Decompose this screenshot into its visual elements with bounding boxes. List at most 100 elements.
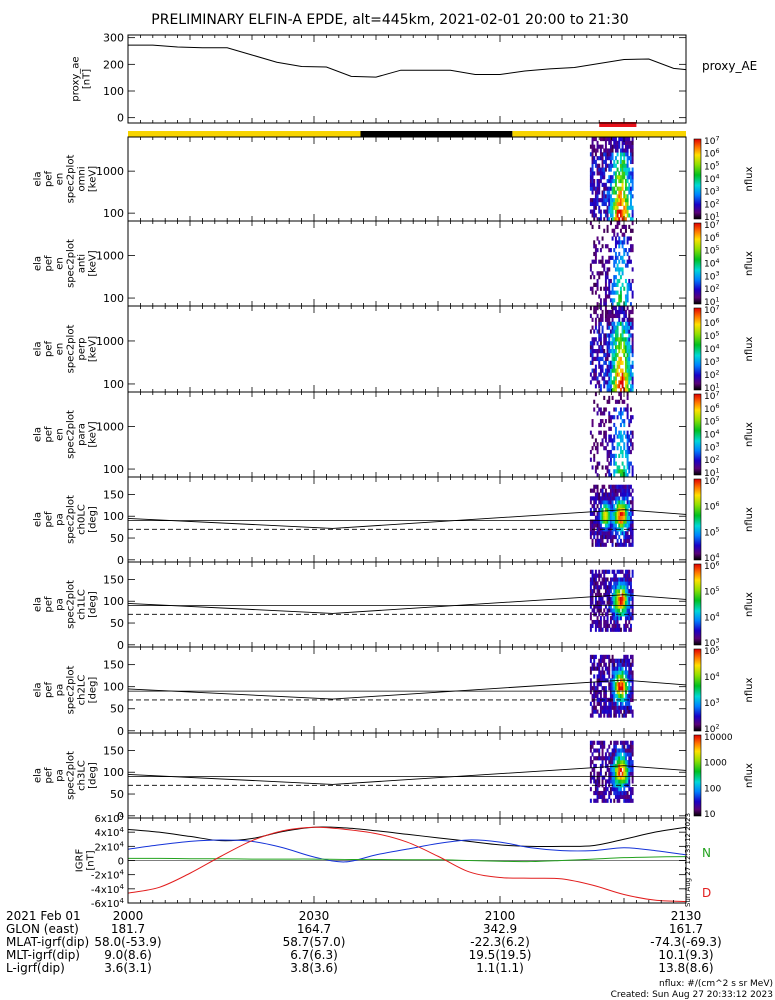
spectrogram-cell: [626, 368, 629, 373]
en_anti-ylabel: elapefenspec2plotanti[keV]: [33, 239, 99, 288]
spectrogram-cell: [599, 763, 602, 769]
spectrogram-cell: [631, 596, 634, 601]
spectrogram-cell: [589, 507, 592, 513]
spectrogram-cell: [616, 221, 619, 226]
spectrogram-cell: [608, 364, 611, 369]
spectrogram-cell: [621, 484, 624, 489]
spectrogram-cell: [601, 411, 604, 416]
spectrogram-cell: [608, 674, 611, 679]
spectrogram-cell: [593, 767, 596, 772]
orbit-bar-segment: [360, 131, 513, 137]
spectrogram-cell: [596, 740, 599, 745]
spectrogram-cell: [611, 364, 614, 369]
spectrogram-cell: [628, 775, 631, 780]
spectrogram-cell: [626, 449, 629, 455]
spectrogram-cell: [608, 461, 611, 466]
ytick-label: 50: [110, 532, 124, 545]
spectrogram-cell: [609, 333, 612, 338]
spectrogram-cell: [589, 623, 592, 628]
panel-frame: [127, 391, 687, 478]
spectrogram-cell: [623, 538, 626, 543]
spectrogram-cell: [621, 167, 624, 172]
spectrogram-cell: [601, 364, 604, 369]
spectrogram-cell: [628, 469, 631, 474]
spectrogram-cell: [621, 259, 624, 264]
spectrogram-cell: [608, 148, 611, 153]
spectrogram-cell: [613, 492, 616, 497]
spectrogram-cell: [611, 213, 614, 218]
spectrogram-cell: [599, 623, 602, 628]
spectrogram-cell: [613, 779, 616, 784]
spectrogram-cell: [603, 198, 606, 203]
spectrogram-cell: [604, 701, 607, 706]
spectrogram-cell: [604, 577, 607, 582]
spectrogram-cell: [589, 666, 592, 671]
pa-reference-curve: [127, 679, 687, 700]
spectrogram-cell: [596, 356, 599, 362]
spectrogram-cell: [616, 325, 619, 330]
spectrogram-cell: [628, 573, 631, 578]
spectrogram-cell: [618, 309, 621, 315]
spectrogram-cell: [603, 209, 606, 214]
spectrogram-cell: [628, 542, 631, 547]
spectrogram-cell: [629, 519, 632, 524]
spectrogram-cell: [598, 713, 601, 718]
spectrogram-cell: [616, 589, 619, 594]
spectrogram-cell: [616, 159, 619, 165]
spectrogram-cell: [598, 372, 601, 377]
spectrogram-cell: [618, 380, 621, 385]
spectrogram-cell: [614, 255, 617, 260]
spectrogram-cell: [621, 500, 624, 505]
spectrogram-cell: [593, 179, 596, 184]
spectrogram-cell: [631, 686, 634, 691]
spectrogram-cell: [618, 356, 621, 362]
spectrogram-cell: [618, 542, 621, 547]
spectrogram-cell: [593, 693, 596, 699]
spectrogram-cell: [623, 337, 626, 342]
spectrogram-cell: [609, 298, 612, 303]
spectrogram-cell: [598, 569, 601, 574]
spectrogram-cell: [608, 167, 611, 172]
spectrogram-cell: [616, 519, 619, 524]
spectrogram-cell: [628, 752, 631, 757]
spectrogram-cell: [593, 608, 596, 613]
colorbar-label: nflux: [744, 166, 755, 191]
colorbar-label: nflux: [744, 422, 755, 447]
spectrogram-cell: [604, 790, 607, 796]
spectrogram-cell: [616, 682, 619, 687]
spectrogram-cell: [623, 248, 626, 253]
spectrogram-cell: [606, 325, 609, 330]
xaxis-row-value: 164.7: [297, 922, 331, 936]
spectrogram-cell: [631, 538, 634, 543]
spectrogram-cell: [621, 666, 624, 671]
spectrogram-cell: [624, 217, 627, 222]
spectrogram-cell: [593, 182, 596, 187]
spectrogram-cell: [604, 619, 607, 625]
spectrogram-cell: [611, 286, 614, 291]
spectrogram-cell: [623, 654, 626, 660]
spectrogram-cell: [609, 511, 612, 516]
spectrogram-cell: [603, 658, 606, 663]
spectrogram-cell: [631, 182, 634, 187]
spectrogram-cell: [629, 333, 632, 338]
spectrogram-cell: [589, 152, 592, 157]
spectrogram-cell: [614, 190, 617, 195]
spectrogram-cell: [601, 756, 604, 761]
spectrogram-cell: [611, 623, 614, 628]
spectrogram-cell: [603, 790, 606, 796]
spectrogram-cell: [603, 686, 606, 691]
spectrogram-cell: [594, 748, 597, 753]
spectrogram-cell: [618, 244, 621, 249]
spectrogram-cell: [614, 325, 617, 330]
spectrogram-cell: [589, 209, 592, 214]
spectrogram-cell: [616, 488, 619, 493]
spectrogram-cell: [609, 167, 612, 172]
spectrogram-cell: [618, 453, 621, 458]
spectrogram-cell: [603, 492, 606, 497]
spectrogram-cell: [629, 442, 632, 447]
spectrogram-cell: [626, 589, 629, 594]
spectrogram-cell: [613, 585, 616, 590]
spectrogram-cell: [611, 360, 614, 365]
spectrogram-cell: [593, 148, 596, 153]
xaxis-row-value: 10.1(9.3): [658, 948, 713, 962]
